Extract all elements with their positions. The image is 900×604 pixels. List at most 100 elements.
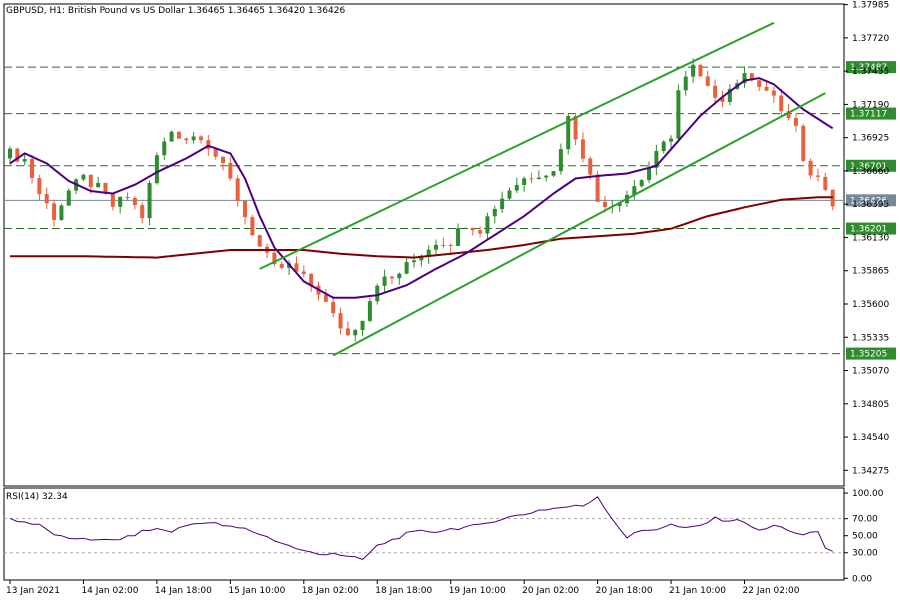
price-tick-label: 1.35600 [852,300,889,310]
chart-title: GBPUSD, H1: British Pound vs US Dollar 1… [6,6,345,16]
candle-bull [558,149,563,172]
candle-bear [779,95,784,112]
candle-bear [88,174,93,188]
candle-bear [448,244,453,246]
candle-bull [360,320,365,330]
candle-bull [691,64,696,77]
candle-bear [749,73,754,81]
candle-bull [162,141,167,156]
candle-bear [309,273,314,286]
price-tick-label: 1.35865 [852,267,889,277]
price-tick-label: 1.36925 [852,134,889,144]
rsi-title: RSI(14) 32.34 [6,492,68,502]
candle-bull [147,183,152,219]
candle-bear [793,118,798,126]
candle-bear [132,198,137,206]
candle-bear [37,178,42,195]
candle-bear [713,85,718,98]
candle-bear [15,148,20,162]
candle-bear [478,230,483,234]
time-tick-label: 14 Jan 02:00 [81,586,138,596]
price-tick-label: 1.34540 [852,433,889,443]
candle-bear [345,328,350,336]
level-price-label: 1.35205 [850,350,887,360]
candle-bear [250,217,255,236]
price-tick-label: 1.35070 [852,367,889,377]
price-tick-label: 1.37455 [852,67,889,77]
candle-bear [441,244,446,246]
level-price-label: 1.36201 [850,225,887,235]
candle-bear [331,301,336,314]
candle-bull [375,285,380,302]
current-price-tag [846,194,896,207]
candle-bear [257,235,262,247]
moving-average-slow [10,196,833,259]
candle-bear [228,162,233,179]
candle-bear [125,196,130,199]
candle-bear [757,80,762,87]
candle-bull [8,148,12,159]
candle-bull [66,190,71,206]
price-tick-label: 1.37985 [852,1,889,11]
candle-bear [823,176,828,190]
candle-bull [632,186,637,195]
chart-frame [3,3,845,581]
price-axis: 1.37985 1.37720 1.37455 1.37190 1.36925 1.366… [844,1,889,476]
candle-bear [323,294,328,302]
time-tick-label: 21 Jan 10:00 [669,586,726,596]
horizontal-levels[interactable]: 1.37487 1.37117 1.36701 1.36201 1.35205 1.364… [4,61,896,360]
candle-bear [771,90,776,96]
time-tick-label: 19 Jan 10:00 [449,586,506,596]
candle-bull [169,131,174,142]
candle-bull [59,205,64,220]
candle-bull [492,209,497,217]
candle-bull [154,155,159,184]
candle-bull [419,256,424,261]
candle-bull [551,171,556,176]
price-tick-label: 1.34805 [852,400,889,410]
price-tick-label: 1.37720 [852,34,889,44]
candle-bull [118,196,123,207]
candle-bull [81,174,86,180]
candle-bull [617,203,622,207]
candle-bull [404,262,409,274]
candle-bear [705,76,710,86]
candle-bear [176,131,181,139]
rsi-tick-label: 30.00 [852,549,878,559]
level-price-tag [846,61,896,74]
rsi-line [9,496,833,560]
price-tick-label: 1.36660 [852,167,889,177]
candle-bear [103,182,108,194]
level-price-tag [846,159,896,172]
candle-bear [272,252,277,265]
price-tick-label: 1.36395 [852,200,889,210]
time-tick-label: 18 Jan 18:00 [375,586,432,596]
candle-bull [485,216,490,234]
trend-channel[interactable] [259,21,826,357]
time-tick-label: 13 Jan 2021 [6,586,60,596]
candle-bear [698,64,703,77]
price-tick-label: 1.34275 [852,466,889,476]
price-tick-label: 1.35335 [852,333,889,343]
candle-bull [654,151,659,168]
candle-bear [573,116,578,140]
channel-line-lower [332,92,826,357]
candle-bull [426,249,431,257]
candle-bear [198,136,203,141]
level-price-tag [846,107,896,120]
candle-bear [110,193,115,207]
candle-bull [647,167,652,181]
candle-bull [191,136,196,141]
rsi-tick-label: 50.00 [852,532,878,542]
current-price-label: 1.36426 [850,196,887,206]
candle-bull [353,329,358,336]
candle-bear [580,139,585,159]
candle-bull [536,177,541,180]
candle-bear [184,138,189,141]
candlesticks [8,58,835,342]
candle-bear [764,86,769,91]
level-price-label: 1.37487 [850,63,887,73]
candle-bull [463,227,468,229]
